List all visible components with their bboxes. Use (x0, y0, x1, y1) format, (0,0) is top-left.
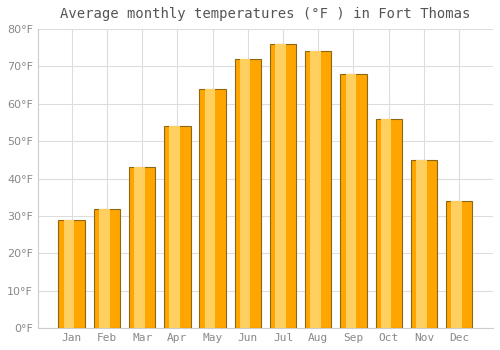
Title: Average monthly temperatures (°F ) in Fort Thomas: Average monthly temperatures (°F ) in Fo… (60, 7, 470, 21)
Bar (134, 167, 145, 328)
Bar (200, 89, 226, 328)
Bar (58, 220, 85, 328)
Bar (275, 44, 285, 328)
Bar (346, 74, 356, 328)
Bar (451, 201, 462, 328)
Bar (416, 160, 426, 328)
Bar (94, 209, 120, 328)
Bar (376, 119, 402, 328)
Bar (381, 119, 392, 328)
Bar (410, 160, 437, 328)
Bar (170, 126, 180, 328)
Bar (64, 220, 74, 328)
Bar (270, 44, 296, 328)
Bar (310, 51, 321, 328)
Bar (99, 209, 110, 328)
Bar (164, 126, 190, 328)
Bar (305, 51, 332, 328)
Bar (129, 167, 156, 328)
Bar (240, 59, 250, 328)
Bar (340, 74, 366, 328)
Bar (446, 201, 472, 328)
Bar (204, 89, 215, 328)
Bar (234, 59, 261, 328)
